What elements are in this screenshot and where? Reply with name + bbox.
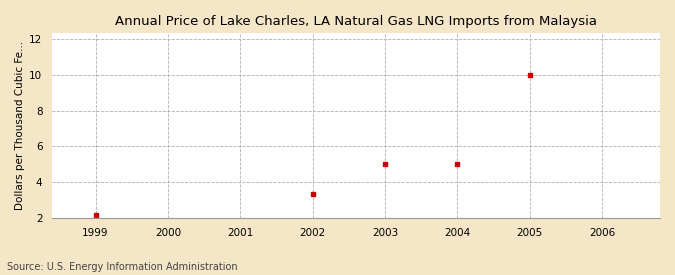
Y-axis label: Dollars per Thousand Cubic Fe...: Dollars per Thousand Cubic Fe... — [15, 41, 25, 210]
Text: Source: U.S. Energy Information Administration: Source: U.S. Energy Information Administ… — [7, 262, 238, 272]
Title: Annual Price of Lake Charles, LA Natural Gas LNG Imports from Malaysia: Annual Price of Lake Charles, LA Natural… — [115, 15, 597, 28]
